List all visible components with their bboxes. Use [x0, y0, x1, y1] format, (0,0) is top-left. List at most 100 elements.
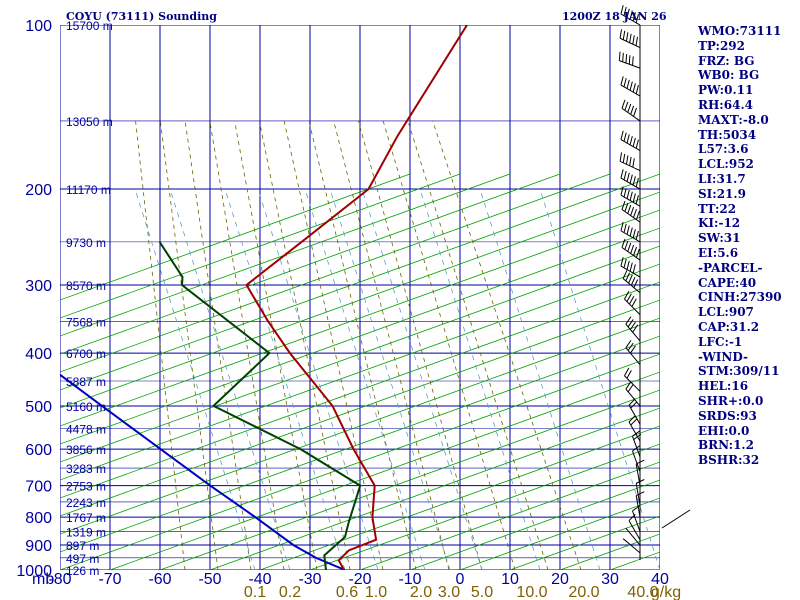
moist-adiabat-line [135, 120, 186, 570]
wind-barb-flag [623, 6, 627, 16]
wind-barb [621, 107, 641, 122]
parcel-path-line [60, 373, 346, 570]
mixing-ratio-tick-label: 10.0 [516, 584, 547, 600]
wind-barb [621, 247, 641, 261]
mixing-ratio-tick-label: 0.2 [279, 584, 301, 600]
wind-barb [628, 421, 641, 442]
wind-barb-flag [632, 56, 634, 66]
wind-barb-flag [627, 242, 632, 252]
wind-barb [622, 278, 641, 294]
wind-barb [624, 375, 641, 392]
wind-barb-flag [629, 136, 633, 145]
index-21: LFC:-1 [698, 334, 743, 349]
mixing-ratio-line [257, 188, 379, 570]
mixing-ratio-tick-label: 20.0 [568, 584, 599, 600]
wind-barb-flag [626, 225, 630, 235]
temperature-tick-label: -60 [148, 571, 171, 588]
moist-adiabat-line [382, 120, 516, 570]
dry-adiabat-line [60, 173, 511, 337]
index-23: STM:309/11 [698, 364, 780, 379]
wind-barb-flag [630, 206, 635, 216]
wind-barb-flag [623, 170, 627, 180]
wind-barb-flag [623, 77, 627, 87]
index-13: KI:-12 [698, 216, 741, 231]
index-8: L57:3.6 [698, 142, 749, 157]
wind-barb-flag [629, 33, 632, 43]
wind-barb-flag [632, 176, 636, 186]
wind-barb-flag [620, 257, 624, 267]
mixing-ratio-line [329, 188, 451, 570]
height-label: 5887 m [66, 375, 106, 389]
index-5: RH:64.4 [698, 98, 753, 112]
wind-barb-flag [624, 291, 630, 300]
wind-barb-flag [632, 137, 636, 147]
mixing-ratio-line [479, 188, 601, 570]
height-label: 1767 m [66, 511, 106, 525]
temperature-tick-label: 40 [651, 571, 669, 588]
wind-barb-flag [623, 258, 627, 268]
index-24: HEL:16 [698, 379, 749, 394]
wind-barb-flag [626, 189, 630, 199]
wind-barb [620, 13, 641, 26]
height-label: 126 m [66, 564, 99, 578]
index-22: -WIND- [698, 349, 748, 364]
height-label: 2753 m [66, 480, 106, 494]
mixing-ratio-tick-label: 0.6 [336, 584, 358, 600]
wind-barb-flag [635, 230, 639, 240]
wind-barb-flag [632, 324, 639, 333]
index-6: MAXT:-8.0 [698, 112, 769, 127]
height-label: 9730 m [66, 236, 106, 250]
temperature-tick-label: -50 [198, 571, 221, 588]
wind-barb-flag [628, 513, 636, 522]
wind-barb-flag [635, 195, 639, 205]
wind-barb-flag [627, 384, 634, 393]
wind-barb-flag [630, 105, 635, 115]
temperature-tick-label: -20 [348, 571, 371, 588]
height-label: 1319 m [66, 526, 106, 540]
wind-barb-flag [626, 172, 630, 182]
wind-barb-flag [635, 491, 645, 496]
height-label: 897 m [66, 539, 99, 553]
wind-barb-flag [623, 188, 627, 198]
height-label: 3856 m [66, 443, 106, 457]
wind-barb [625, 388, 641, 407]
height-label: 8570 m [66, 279, 106, 293]
wind-barb [625, 527, 641, 546]
wind-barb-flag [627, 342, 634, 351]
dry-adiabat-line [60, 209, 660, 427]
wind-barb-flag [620, 169, 624, 179]
wind-barb-flag [635, 13, 639, 23]
moist-adiabat-line [258, 120, 351, 570]
wind-barb-flag [632, 229, 636, 239]
height-label: 2243 m [66, 496, 106, 510]
pressure-tick-label: 400 [25, 346, 52, 363]
index-26: SRDS:93 [698, 408, 757, 423]
wind-barb-flag [625, 54, 628, 64]
wind-barb-flag [632, 264, 636, 274]
temperature-tick-label: 20 [551, 571, 569, 588]
wind-barb-flag [622, 52, 624, 62]
pressure-tick-label: 900 [25, 538, 52, 555]
dry-adiabat-line [60, 299, 660, 517]
wind-barb-flag [625, 381, 632, 390]
wind-barb-flag [620, 222, 624, 232]
mixing-ratio-line [169, 188, 291, 570]
temperature-tick-label: -80 [48, 571, 71, 588]
moist-adiabat-line [159, 120, 219, 570]
index-12: TT:22 [698, 201, 737, 216]
pressure-tick-label: 300 [25, 278, 52, 295]
wind-barb-flag [629, 156, 632, 166]
index-16: -PARCEL- [698, 260, 763, 275]
wind-barb-flag [625, 32, 629, 42]
height-label: 4478 m [66, 422, 106, 436]
moist-adiabat-line [333, 120, 450, 570]
dry-adiabat-line [60, 227, 660, 445]
dry-adiabat-line [359, 461, 660, 570]
temperature-tick-label: -70 [98, 571, 121, 588]
wind-barb-flag [624, 202, 629, 212]
mixing-ratio-line [224, 188, 346, 570]
sounding-profiles [60, 25, 468, 570]
wind-barb [620, 265, 641, 278]
wind-barb-flag [625, 316, 632, 325]
